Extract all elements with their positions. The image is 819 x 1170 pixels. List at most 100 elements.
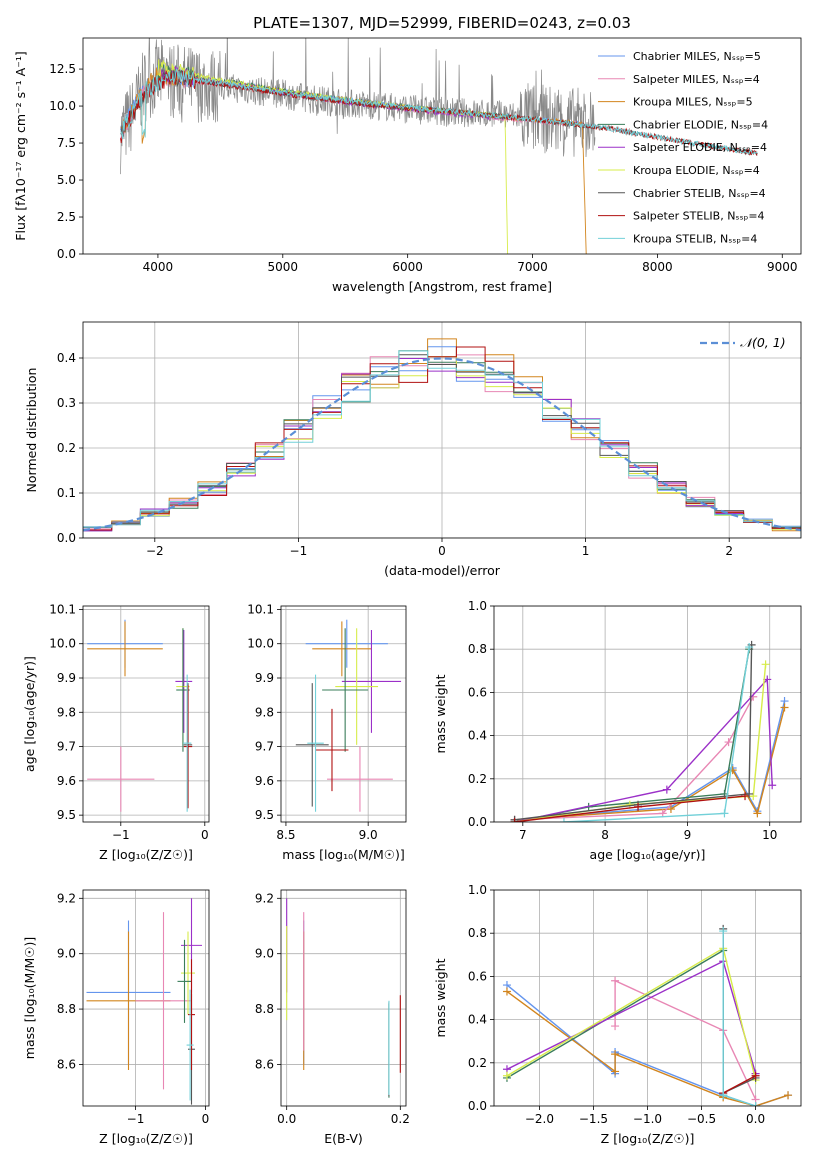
weight-marker <box>749 792 758 801</box>
y-tick-label: 0.2 <box>468 772 487 786</box>
weight_vs_age-plot-area <box>494 606 801 822</box>
weight-marker <box>724 738 733 747</box>
x-tick-label: 0 <box>201 828 209 842</box>
weight-line <box>722 1075 756 1094</box>
y-tick-label: 1.0 <box>468 599 487 613</box>
y-tick-label: 10.1 <box>247 602 274 616</box>
legend-entry: Kroupa MILES, Nₛₛₚ=5 <box>633 96 753 109</box>
legend-entry: Chabrier MILES, Nₛₛₚ=5 <box>633 50 761 63</box>
age_vs_Z-axes-frame <box>82 605 210 823</box>
y-tick-label: 5.0 <box>57 173 76 187</box>
y-tick-label: 0.3 <box>57 396 76 410</box>
weight-line <box>514 644 753 821</box>
y-tick-label: 8.8 <box>57 1002 76 1016</box>
y-tick-label: 10.1 <box>49 602 76 616</box>
y-tick-label: 0.8 <box>468 642 487 656</box>
weight-marker <box>611 976 620 985</box>
weight-line <box>514 677 773 822</box>
weight-marker <box>662 785 671 794</box>
y-axis-label: age [log₁₀(age/yr)] <box>22 656 37 772</box>
y-tick-label: 9.0 <box>255 947 274 961</box>
gaussian-reference-line <box>83 357 801 532</box>
weight-line <box>506 960 757 1074</box>
x-tick-label: 9000 <box>767 260 798 274</box>
x-tick-label: −1 <box>290 544 308 558</box>
x-tick-label: 9 <box>684 828 692 842</box>
y-tick-label: 10.0 <box>49 637 76 651</box>
x-tick-label: 5000 <box>268 260 299 274</box>
mass_vs_EBV-plot-area <box>281 890 406 1106</box>
y-tick-label: 0.0 <box>468 1099 487 1113</box>
weight-marker <box>768 781 777 790</box>
x-tick-label: 9.0 <box>359 828 378 842</box>
y-axis-label: mass weight <box>433 674 448 753</box>
x-axis-label: wavelength [Angstrom, rest frame] <box>332 279 552 294</box>
y-tick-label: 8.6 <box>255 1057 274 1071</box>
weight-marker <box>502 987 511 996</box>
legend-entry: Chabrier STELIB, Nₛₛₚ=4 <box>633 187 766 200</box>
y-tick-label: 10.0 <box>49 99 76 113</box>
legend-entry: 𝒩(0, 1) <box>740 335 786 350</box>
x-axis-label: E(B-V) <box>324 1131 363 1146</box>
y-tick-label: 9.9 <box>57 671 76 685</box>
x-tick-label: 6000 <box>392 260 423 274</box>
weight-marker <box>666 805 675 814</box>
mass_vs_EBV-axes-frame <box>280 889 407 1107</box>
legend-entry: Salpeter ELODIE, Nₛₛₚ=4 <box>633 141 767 154</box>
y-tick-label: 12.5 <box>49 62 76 76</box>
x-tick-label: −1 <box>112 828 130 842</box>
y-tick-label: 9.2 <box>255 891 274 905</box>
weight-marker <box>753 809 762 818</box>
y-axis-label: Normed distribution <box>24 368 39 493</box>
chart-title: PLATE=1307, MJD=52999, FIBERID=0243, z=0… <box>253 14 631 32</box>
y-axis-label: mass [log₁₀(M/M☉)] <box>22 937 37 1059</box>
y-tick-label: 0.0 <box>57 531 76 545</box>
x-axis-label: mass [log₁₀(M/M☉)] <box>282 847 404 862</box>
x-tick-label: 0.0 <box>277 1112 296 1126</box>
mass_vs_Z-plot-area <box>83 890 209 1106</box>
residuals-axes-frame <box>82 321 802 539</box>
x-axis-label: Z [log₁₀(Z/Z☉)] <box>601 1131 695 1146</box>
y-tick-label: 9.6 <box>255 774 274 788</box>
x-tick-label: −1 <box>127 1112 145 1126</box>
x-tick-label: 8000 <box>642 260 673 274</box>
residuals-plot-area <box>83 322 801 538</box>
weight-line <box>722 928 756 1095</box>
y-tick-label: 9.7 <box>57 740 76 754</box>
weight-marker <box>761 660 770 669</box>
x-tick-label: 0.2 <box>391 1112 410 1126</box>
y-tick-label: 9.7 <box>255 740 274 754</box>
weight-marker <box>611 1050 620 1059</box>
y-tick-label: 1.0 <box>468 883 487 897</box>
y-tick-label: 0.0 <box>468 815 487 829</box>
x-tick-label: 10 <box>762 828 777 842</box>
y-axis-label: Flux [fλ10⁻¹⁷ erg cm⁻² s⁻¹ A⁻¹] <box>13 51 28 240</box>
x-tick-label: −0.5 <box>687 1112 716 1126</box>
weight-line <box>614 979 757 1100</box>
y-tick-label: 9.9 <box>255 671 274 685</box>
weight_vs_Z-axes-frame <box>493 889 802 1107</box>
y-tick-label: 9.0 <box>57 947 76 961</box>
x-tick-label: 1 <box>582 544 590 558</box>
y-tick-label: 8.8 <box>255 1002 274 1016</box>
y-tick-label: 0.4 <box>57 351 76 365</box>
weight-marker <box>719 927 728 936</box>
age_vs_mass-axes-frame <box>280 605 407 823</box>
weight-marker <box>611 1067 620 1076</box>
weight-marker <box>559 818 568 822</box>
y-tick-label: 9.2 <box>57 891 76 905</box>
y-tick-label: 0.8 <box>468 926 487 940</box>
spectrum-data-line <box>120 38 596 175</box>
y-tick-label: 2.5 <box>57 210 76 224</box>
y-tick-label: 0.0 <box>57 247 76 261</box>
y-tick-label: 10.0 <box>247 637 274 651</box>
spectrum-model-line <box>120 67 587 254</box>
x-tick-label: 0 <box>438 544 446 558</box>
x-tick-label: 7000 <box>517 260 548 274</box>
weight-marker <box>745 643 754 652</box>
y-tick-label: 9.6 <box>57 774 76 788</box>
y-tick-label: 0.2 <box>57 441 76 455</box>
weight-line <box>563 646 750 822</box>
y-tick-label: 0.4 <box>468 729 487 743</box>
